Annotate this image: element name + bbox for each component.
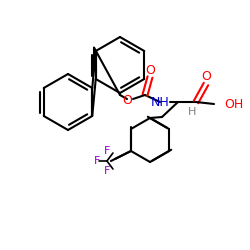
Text: O: O	[201, 70, 211, 84]
Text: F: F	[94, 156, 100, 166]
Text: H: H	[188, 107, 196, 117]
Text: NH: NH	[150, 96, 170, 108]
Text: O: O	[122, 94, 132, 108]
Text: F: F	[104, 166, 110, 176]
Text: F: F	[104, 146, 110, 156]
Text: O: O	[145, 64, 155, 76]
Text: OH: OH	[224, 98, 243, 110]
